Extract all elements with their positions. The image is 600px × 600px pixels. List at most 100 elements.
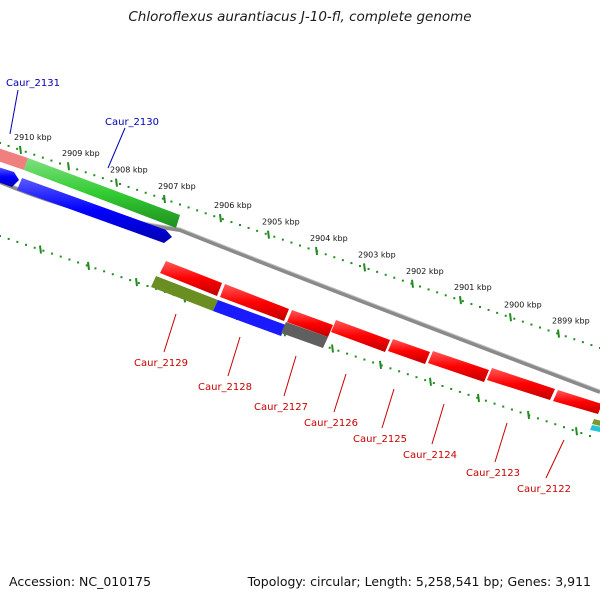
ruler-dot	[363, 358, 366, 361]
ruler-major-tick	[39, 245, 42, 254]
gene-leader-line	[163, 313, 177, 353]
gene-label: Caur_2126	[304, 418, 358, 429]
ruler-dot	[59, 162, 61, 165]
feature-red-3	[287, 310, 333, 337]
ruler-dot	[427, 288, 430, 291]
ruler-dot	[76, 168, 79, 171]
feature-track-forward	[0, 148, 180, 243]
ruler-dot	[444, 294, 447, 297]
ruler-dot	[0, 142, 1, 144]
feature-gray	[281, 322, 328, 348]
ruler-label: 2910 kbp	[14, 133, 52, 142]
ruler-dot	[333, 256, 336, 259]
ruler-dot	[346, 352, 349, 355]
ruler-major-tick	[135, 277, 138, 287]
ruler-dot	[562, 426, 565, 429]
ruler-label: 2908 kbp	[110, 166, 148, 175]
ruler-dot	[51, 252, 54, 255]
ruler-major-tick	[509, 313, 512, 322]
ruler-dot	[77, 261, 80, 264]
ruler-major-tick	[315, 246, 318, 256]
ruler-dot	[110, 180, 113, 183]
ruler-major-tick	[331, 344, 334, 353]
ruler-dot	[299, 244, 301, 247]
ruler-major-tick	[429, 377, 432, 386]
ruler-dot	[581, 341, 584, 344]
feature-green-caur2130	[24, 158, 180, 228]
feature-blue-forward	[17, 178, 172, 243]
gene-label: Caur_2131	[6, 78, 60, 89]
ruler-dot	[290, 241, 293, 244]
ruler-dot	[93, 174, 96, 177]
ruler-dot	[119, 183, 121, 185]
ruler-dot	[187, 206, 190, 209]
ruler-dot	[328, 346, 331, 349]
ruler-dot	[25, 243, 28, 246]
ruler-major-tick	[87, 261, 90, 270]
ruler-dot	[502, 405, 505, 408]
gene-label: Caur_2123	[466, 468, 520, 479]
ruler-label: 2905 kbp	[262, 218, 300, 227]
ruler-dot	[487, 308, 490, 311]
ruler-dot	[221, 218, 224, 221]
gene-label: Caur_2122	[517, 484, 571, 495]
ruler-dot	[453, 297, 456, 300]
ruler-dot	[573, 338, 576, 341]
ruler-dot	[450, 387, 453, 390]
gene-label: Caur_2124	[403, 450, 457, 461]
gene-label: Caur_2130	[105, 117, 159, 128]
ruler-dot	[170, 200, 173, 203]
ruler-major-tick	[19, 145, 22, 154]
ruler-major-tick	[115, 178, 118, 187]
ruler-major-tick	[557, 329, 560, 338]
gene-labels: Caur_2131Caur_2130Caur_2129Caur_2128Caur…	[6, 78, 571, 495]
ruler-dot	[179, 203, 181, 206]
feature-red-1	[160, 261, 222, 296]
ruler-dot	[359, 265, 361, 267]
gene-leader-line	[431, 403, 445, 445]
ruler-dot	[324, 253, 327, 256]
ruler-dot	[415, 376, 418, 379]
ruler-label: 2899 kbp	[552, 317, 590, 326]
ruler-dot	[146, 285, 149, 287]
ruler-label: 2902 kbp	[406, 267, 444, 276]
ruler-dot	[539, 326, 541, 329]
ruler-dot	[513, 317, 516, 320]
feature-track-reverse	[151, 261, 600, 432]
ruler-dot	[504, 314, 507, 317]
ruler-major-tick	[267, 230, 270, 239]
ruler-dot	[441, 385, 444, 387]
ruler-dot	[68, 258, 71, 261]
ruler-dot	[161, 197, 164, 200]
ruler-dot	[410, 282, 413, 285]
ruler-dot	[398, 370, 401, 373]
gene-leader-line	[333, 373, 347, 413]
ruler-dot	[136, 188, 139, 191]
ruler-dot	[84, 171, 87, 174]
ruler-dot	[496, 311, 499, 314]
ruler-major-tick	[67, 162, 70, 171]
ruler-dot	[196, 209, 199, 212]
ruler-dot	[307, 247, 310, 250]
ruler-dot	[256, 229, 259, 232]
ruler-dot	[367, 267, 370, 270]
feature-blue-reverse	[213, 300, 286, 336]
gene-leader-line	[9, 89, 19, 135]
ruler-dot	[554, 423, 557, 426]
ruler-major-tick	[477, 393, 480, 403]
ruler-labels: 2910 kbp 2909 kbp 2908 kbp 2907 kbp 2906 kbp…	[14, 133, 590, 326]
gene-leader-line	[227, 336, 241, 377]
ruler-dot	[341, 259, 344, 262]
ruler-dot	[247, 226, 250, 229]
ruler-dot	[7, 237, 10, 240]
ruler-label: 2900 kbp	[504, 300, 542, 309]
ruler-dot	[419, 285, 421, 288]
ruler-major-tick	[219, 214, 222, 223]
ruler-dot	[479, 306, 481, 308]
ruler-dot	[564, 335, 567, 338]
ruler-dot	[129, 279, 132, 282]
ruler-label: 2906 kbp	[214, 201, 252, 210]
ruler-dot	[571, 429, 574, 432]
gene-label: Caur_2127	[254, 402, 308, 413]
ruler-dot	[281, 238, 284, 241]
